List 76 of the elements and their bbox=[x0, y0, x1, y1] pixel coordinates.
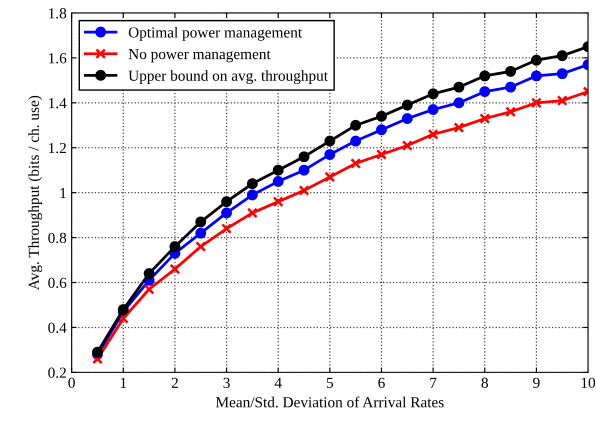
x-axis-title: Mean/Std. Deviation of Arrival Rates bbox=[216, 396, 444, 408]
point bbox=[454, 122, 464, 133]
point bbox=[298, 164, 310, 176]
x-tick-label: 3 bbox=[223, 378, 230, 388]
point bbox=[195, 216, 206, 228]
y-tick-label: 0.6 bbox=[48, 278, 66, 288]
legend-label: Optimal power management bbox=[128, 26, 302, 41]
point bbox=[170, 264, 180, 274]
point bbox=[376, 149, 387, 160]
point bbox=[376, 124, 387, 136]
point bbox=[505, 106, 516, 118]
point bbox=[505, 82, 516, 93]
point bbox=[324, 172, 336, 182]
point bbox=[298, 151, 310, 162]
y-tick-label: 1.4 bbox=[49, 98, 67, 108]
point bbox=[246, 178, 258, 190]
y-axis-title: Avg. Throughput (bits / ch. use) bbox=[28, 96, 42, 290]
legend-label: No power management bbox=[128, 49, 271, 62]
point bbox=[530, 54, 542, 66]
point bbox=[144, 268, 155, 279]
x-tick-label: 7 bbox=[430, 378, 437, 388]
x-tick-label: 2 bbox=[172, 378, 178, 388]
point bbox=[479, 70, 490, 82]
x-tick-label: 5 bbox=[326, 378, 334, 388]
x-tick-label: 0 bbox=[68, 378, 75, 388]
point bbox=[195, 241, 206, 252]
y-tick-label: 0.8 bbox=[48, 232, 66, 244]
point bbox=[246, 190, 258, 200]
point bbox=[556, 50, 568, 62]
point bbox=[428, 104, 439, 115]
y-tick-label: 1.8 bbox=[49, 8, 66, 19]
y-tick-label: 0.4 bbox=[48, 322, 67, 333]
point bbox=[92, 346, 103, 358]
x-tick-label: 9 bbox=[533, 378, 540, 388]
x-tick-label: 1 bbox=[120, 378, 126, 388]
point bbox=[144, 284, 155, 295]
point bbox=[298, 185, 310, 196]
point bbox=[221, 223, 232, 234]
point bbox=[221, 196, 232, 208]
point bbox=[454, 82, 464, 93]
point bbox=[272, 176, 284, 187]
point bbox=[454, 97, 464, 108]
x-tick-label: 6 bbox=[378, 378, 385, 388]
point bbox=[118, 304, 129, 315]
point bbox=[324, 136, 336, 146]
point bbox=[530, 97, 542, 108]
point bbox=[556, 68, 568, 80]
x-tick-label: 4 bbox=[274, 378, 282, 388]
point bbox=[246, 207, 258, 218]
point bbox=[479, 113, 490, 124]
point bbox=[350, 120, 362, 131]
point bbox=[350, 158, 362, 169]
y-tick-label: 1 bbox=[60, 188, 66, 198]
point bbox=[479, 86, 490, 98]
point bbox=[428, 88, 439, 100]
point bbox=[402, 100, 413, 110]
point bbox=[272, 196, 284, 208]
x-tick-label: 10 bbox=[582, 378, 596, 388]
point bbox=[272, 164, 284, 176]
legend-label: Upper bound on avg. throughput bbox=[128, 70, 328, 84]
point bbox=[376, 110, 387, 122]
point bbox=[428, 128, 439, 140]
x-tick-label: 8 bbox=[482, 378, 488, 388]
y-tick-label: 1.2 bbox=[49, 142, 66, 154]
y-tick-label: 1.6 bbox=[49, 53, 66, 64]
point bbox=[170, 241, 180, 252]
y-tick-label: 0.2 bbox=[48, 368, 66, 378]
point bbox=[350, 136, 362, 146]
point bbox=[324, 149, 336, 160]
point bbox=[402, 113, 413, 124]
point bbox=[556, 95, 568, 106]
point bbox=[221, 207, 232, 218]
point bbox=[530, 70, 542, 82]
point bbox=[195, 228, 206, 239]
point bbox=[402, 140, 413, 151]
point bbox=[505, 66, 516, 77]
